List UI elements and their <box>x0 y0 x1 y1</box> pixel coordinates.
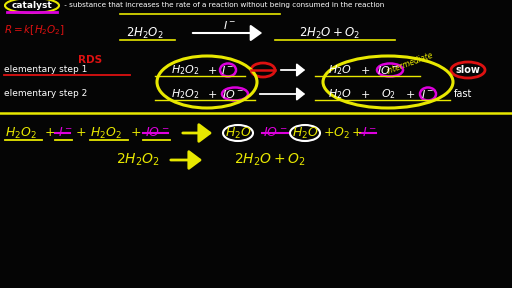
Text: $2H_2O + O_2$: $2H_2O + O_2$ <box>300 25 360 41</box>
Text: elementary step 1: elementary step 1 <box>4 65 88 75</box>
Text: $+$: $+$ <box>207 65 217 75</box>
Text: $H_2O$: $H_2O$ <box>328 87 352 101</box>
Text: slow: slow <box>456 65 480 75</box>
Text: RDS: RDS <box>78 55 102 65</box>
Text: $+ O_2 +$: $+ O_2 +$ <box>323 126 363 141</box>
Text: - substance that increases the rate of a reaction without being consumed in the : - substance that increases the rate of a… <box>62 3 384 9</box>
Text: $I^-$: $I^-$ <box>421 88 435 100</box>
Text: $H_2O_2$: $H_2O_2$ <box>170 87 199 101</box>
Text: $H_2O_2$: $H_2O_2$ <box>90 126 122 141</box>
Text: $+$: $+$ <box>44 126 55 139</box>
Text: $2H_2O + O_2$: $2H_2O + O_2$ <box>234 152 306 168</box>
Text: $IO^-$: $IO^-$ <box>222 88 244 100</box>
Text: $R= k[H_2O_2]$: $R= k[H_2O_2]$ <box>4 23 65 37</box>
Text: $H_2O$: $H_2O$ <box>328 63 352 77</box>
Text: $I^-$: $I^-$ <box>58 126 73 139</box>
Text: $I^-$: $I^-$ <box>221 64 234 76</box>
Text: $I^-$: $I^-$ <box>223 19 237 31</box>
Text: $+$: $+$ <box>360 88 370 99</box>
Text: $+$: $+$ <box>360 65 370 75</box>
Text: $IO^-$: $IO^-$ <box>377 64 399 76</box>
Text: intermediate: intermediate <box>385 50 435 76</box>
Text: $IO^-$: $IO^-$ <box>263 126 287 139</box>
Text: $+$: $+$ <box>130 126 141 139</box>
Text: catalyst: catalyst <box>12 1 52 10</box>
Text: $H_2O_2$: $H_2O_2$ <box>5 126 37 141</box>
Text: fast: fast <box>454 89 473 99</box>
Text: $+$: $+$ <box>405 88 415 99</box>
Text: $O_2$: $O_2$ <box>380 87 395 101</box>
Text: $2H_2O_2$: $2H_2O_2$ <box>116 152 160 168</box>
Text: $H_2O$: $H_2O$ <box>225 126 251 141</box>
Text: elementary step 2: elementary step 2 <box>4 90 87 98</box>
Text: $H_2O_2$: $H_2O_2$ <box>170 63 199 77</box>
Text: $IO^-$: $IO^-$ <box>145 126 169 139</box>
Text: $I^-$: $I^-$ <box>362 126 377 139</box>
Text: $+$: $+$ <box>207 88 217 99</box>
Text: $+$: $+$ <box>75 126 86 139</box>
Text: $2H_2O_2$: $2H_2O_2$ <box>126 25 164 41</box>
Text: $H_2O$: $H_2O$ <box>292 126 318 141</box>
